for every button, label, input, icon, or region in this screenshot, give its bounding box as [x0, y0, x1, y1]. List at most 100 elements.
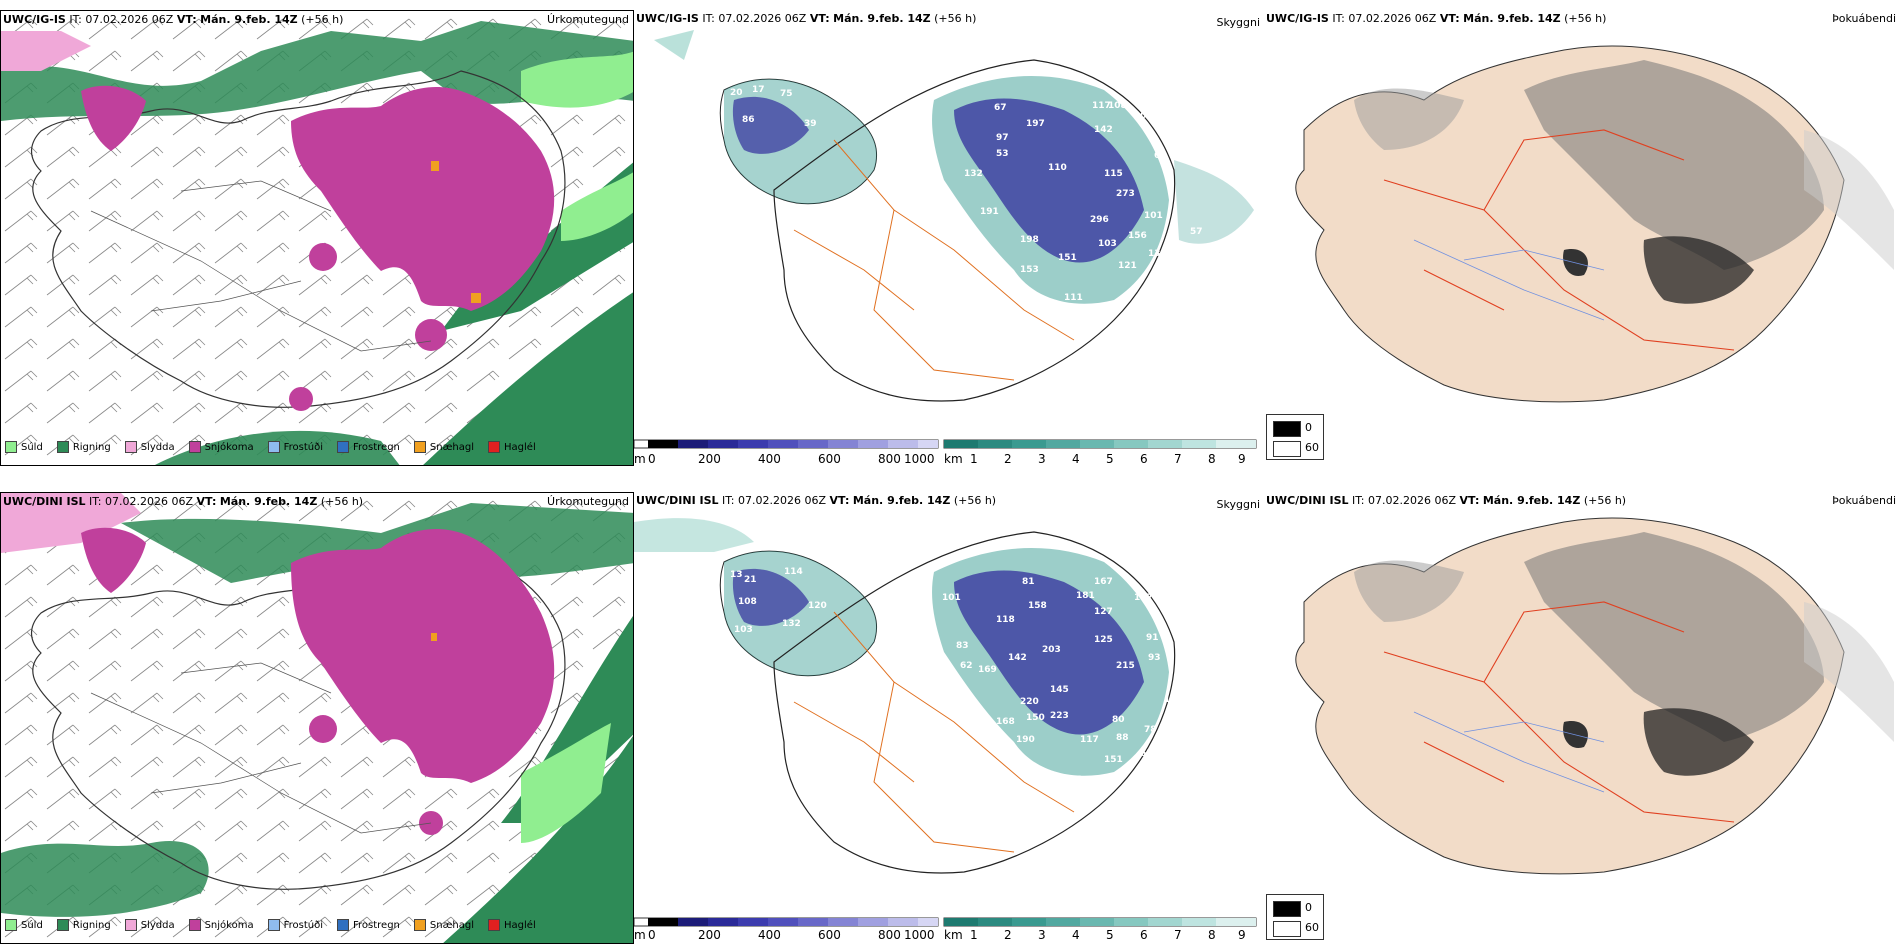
fog-legend-high: 60 [1305, 441, 1319, 454]
valid-time: Mán. 9.feb. 14Z [1482, 494, 1581, 507]
lead-time: (+56 h) [1564, 12, 1607, 25]
legend-item-sleet: Slydda [124, 441, 175, 453]
elev-colorbar [634, 917, 939, 927]
vis-label: 114 [784, 567, 803, 577]
swatch-freezing-drizzle [267, 441, 280, 453]
vis-label: 120 [912, 245, 931, 255]
swatch-freezing-rain [337, 919, 349, 931]
visibility-labels-top: 20 17 75 86 39 89 67 197 117 108 105 142… [730, 85, 1203, 393]
vis-unit: km [944, 452, 963, 466]
elev-colorbar-labels: m 0 200 400 600 800 1000 [634, 452, 935, 466]
vis-label: 153 [1020, 265, 1039, 275]
vis-label: 91 [1146, 633, 1159, 643]
elev-tick: 400 [758, 452, 781, 466]
panel-header-visibility-bottom: UWC/DINI ISL IT: 07.02.2026 06Z VT: Mán.… [636, 494, 996, 507]
vis-label: 67 [994, 103, 1007, 113]
swatch-drizzle [5, 441, 17, 453]
vis-label: 115 [1104, 169, 1123, 179]
init-label: IT: [1352, 494, 1365, 507]
vis-label: 130 [1148, 249, 1167, 259]
vis-tick: 2 [1004, 452, 1012, 466]
valid-label: VT: [829, 494, 850, 507]
vis-label: 103 [1098, 239, 1117, 249]
model-name: UWC/DINI ISL [1266, 494, 1349, 507]
elev-tick: 0 [648, 452, 656, 466]
swatch-hail [488, 919, 501, 931]
vis-label: 101 [942, 593, 961, 603]
vis-label: 101 [1144, 211, 1163, 221]
vis-tick: 1 [970, 452, 978, 466]
valid-label: VT: [196, 495, 217, 508]
vis-label: 156 [1128, 231, 1147, 241]
vis-label: 432 [1064, 775, 1083, 785]
vis-tick: 8 [1208, 452, 1216, 466]
swatch-snow [188, 441, 201, 453]
vis-label: 86 [742, 115, 755, 125]
elev-colorbar-labels: m 0 200 400 600 800 1000 [634, 928, 935, 942]
swatch-hail [488, 441, 501, 453]
vis-tick: 7 [1174, 928, 1182, 942]
fog-map-bottom [1295, 517, 1894, 875]
legend-item-snow-pellets: Snæhagl [413, 441, 474, 453]
legend-item-rain: Rigning [56, 919, 111, 931]
lead-time: (+56 h) [953, 494, 997, 507]
vis-label: 151 [1058, 253, 1077, 263]
valid-label: VT: [809, 12, 830, 25]
model-name: UWC/IG-IS [3, 13, 66, 26]
legend-item-drizzle: Súld [5, 441, 43, 453]
vis-label: 97 [996, 133, 1009, 143]
vis-tick: 4 [1072, 452, 1080, 466]
vis-label: 117 [1092, 101, 1111, 111]
vis-label: 120 [808, 601, 827, 611]
vis-label: 103 [734, 625, 753, 635]
legend-item-hail: Haglél [488, 919, 536, 931]
valid-time: Mán. 9.feb. 14Z [200, 13, 298, 26]
valid-label: VT: [176, 13, 197, 26]
elev-tick: 200 [698, 928, 721, 942]
vis-label: 110 [1048, 163, 1067, 173]
vis-label: 127 [1094, 607, 1113, 617]
init-time: 07.02.2026 06Z [105, 495, 194, 508]
legend-item-sleet: Slydda [124, 919, 175, 931]
vis-label: 223 [1050, 711, 1069, 721]
valid-time: Mán. 9.feb. 14Z [219, 495, 318, 508]
vis-label: 121 [1118, 261, 1137, 271]
vis-label: 158 [1028, 601, 1047, 611]
vis-label: 157 [1134, 593, 1153, 603]
vis-label: 65 [1140, 749, 1153, 759]
init-label: IT: [89, 495, 102, 508]
fog-legend-swatch-high [1273, 921, 1301, 937]
vis-label: 71 [926, 181, 939, 191]
vis-label: 117 [1080, 735, 1099, 745]
vis-unit: km [944, 928, 963, 942]
vis-tick: 5 [1106, 452, 1114, 466]
elev-tick: 0 [648, 928, 656, 942]
swatch-freezing-rain [337, 441, 349, 453]
precip-legend-bottom: Súld Rigning Slydda Snjókoma Frostúði Fr… [5, 919, 536, 931]
vis-label: 142 [1008, 653, 1027, 663]
elev-tick: 400 [758, 928, 781, 942]
fog-panel-top: UWC/IG-IS IT: 07.02.2026 06Z VT: Mán. 9.… [1264, 10, 1900, 466]
legend-item-snow: Snjókoma [188, 441, 254, 453]
visibility-labels-bottom: 13 21 114 108 132 120 101 81 158 167 181… [730, 567, 1183, 785]
colorbars-bottom [634, 917, 1257, 927]
visibility-panel-top: 20 17 75 86 39 89 67 197 117 108 105 142… [634, 10, 1264, 466]
vis-label: 190 [1016, 735, 1035, 745]
panel-header-precip-bottom: UWC/DINI ISL IT: 07.02.2026 06Z VT: Mán.… [3, 495, 363, 508]
panel-header-visibility-top: UWC/IG-IS IT: 07.02.2026 06Z VT: Mán. 9.… [636, 12, 976, 25]
fog-legend-high: 60 [1305, 921, 1319, 934]
visibility-map-bottom: 13 21 114 108 132 120 101 81 158 167 181… [634, 518, 1183, 874]
vis-label: 132 [964, 169, 983, 179]
vis-colorbar [943, 917, 1257, 927]
vis-label: 296 [1090, 215, 1109, 225]
visibility-panel-bottom: 13 21 114 108 132 120 101 81 158 167 181… [634, 492, 1264, 944]
vis-label: 125 [1094, 635, 1113, 645]
init-label: IT: [1332, 12, 1345, 25]
init-label: IT: [702, 12, 715, 25]
vis-colorbar-labels: km 1 2 3 4 5 6 7 8 9 10 [944, 928, 1246, 942]
vis-tick: 8 [1208, 928, 1216, 942]
vis-tick: 2 [1004, 928, 1012, 942]
model-name: UWC/IG-IS [1266, 12, 1329, 25]
colorbars-top [634, 439, 1257, 449]
valid-time: Mán. 9.feb. 14Z [1463, 12, 1561, 25]
